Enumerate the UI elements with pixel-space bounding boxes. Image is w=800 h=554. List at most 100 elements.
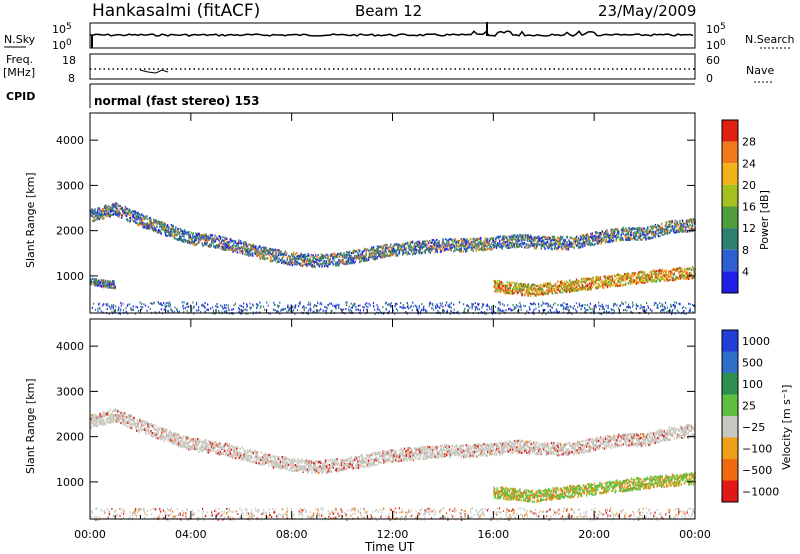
echo-cell — [342, 260, 345, 263]
echo-cell — [206, 241, 208, 244]
echo-cell — [317, 309, 319, 312]
echo-cell — [642, 280, 644, 283]
echo-cell — [186, 305, 188, 308]
echo-cell — [586, 309, 588, 312]
echo-cell — [418, 250, 420, 253]
echo-cell — [577, 246, 580, 249]
echo-cell — [565, 248, 568, 251]
echo-cell — [522, 234, 524, 237]
echo-cell — [538, 288, 541, 291]
echo-cell — [524, 238, 526, 241]
echo-cell — [532, 289, 534, 292]
echo-cell — [308, 261, 311, 264]
echo-cell — [560, 283, 563, 286]
echo-cell — [249, 302, 251, 305]
echo-cell — [579, 288, 582, 291]
echo-cell — [523, 283, 525, 286]
echo-cell — [94, 213, 96, 216]
echo-cell — [225, 246, 227, 249]
echo-cell — [354, 302, 356, 305]
echo-cell — [508, 307, 510, 310]
echo-cell — [183, 311, 185, 314]
echo-cell — [434, 241, 436, 245]
echo-cell — [325, 264, 328, 268]
echo-cell — [646, 302, 648, 304]
echo-cell — [425, 246, 428, 249]
echo-cell — [137, 224, 140, 227]
echo-cell — [417, 242, 420, 245]
echo-cell — [106, 282, 108, 285]
echo-cell — [228, 248, 230, 251]
echo-cell — [616, 284, 619, 287]
echo-cell — [260, 256, 262, 260]
echo-cell — [408, 246, 410, 249]
echo-cell — [387, 303, 390, 306]
echo-cell — [369, 304, 371, 307]
echo-cell — [96, 212, 98, 215]
echo-cell — [112, 207, 114, 210]
echo-cell — [334, 304, 336, 307]
echo-cell — [616, 227, 619, 231]
echo-cell — [416, 309, 418, 312]
echo-cell — [518, 239, 520, 242]
power-echoes — [90, 202, 696, 315]
echo-cell — [503, 235, 505, 238]
echo-cell — [674, 220, 677, 223]
echo-cell — [238, 241, 241, 244]
echo-cell — [678, 303, 680, 305]
echo-cell — [631, 228, 633, 231]
echo-cell — [318, 264, 320, 267]
echo-cell — [373, 305, 375, 308]
echo-cell — [99, 307, 101, 310]
echo-cell — [472, 246, 474, 249]
echo-cell — [279, 301, 281, 304]
echo-cell — [325, 256, 327, 259]
echo-cell — [604, 236, 606, 239]
echo-cell — [423, 240, 425, 243]
echo-cell — [413, 249, 416, 252]
echo-cell — [595, 231, 597, 234]
echo-cell — [179, 227, 181, 230]
echo-cell — [130, 307, 132, 310]
echo-cell — [415, 249, 418, 252]
echo-cell — [348, 253, 350, 256]
echo-cell — [117, 306, 120, 309]
echo-cell — [150, 223, 152, 226]
echo-cell — [451, 246, 454, 249]
echo-cell — [109, 307, 111, 309]
echo-cell — [625, 273, 628, 276]
echo-cell — [671, 229, 673, 232]
echo-cell — [574, 284, 576, 287]
echo-cell — [513, 243, 515, 246]
echo-cell — [445, 242, 447, 246]
echo-cell — [675, 228, 677, 231]
echo-cell — [466, 248, 468, 251]
echo-cell — [224, 306, 226, 309]
echo-cell — [526, 285, 529, 288]
echo-cell — [614, 278, 616, 282]
echo-cell — [572, 287, 575, 290]
echo-cell — [601, 303, 603, 306]
echo-cell — [667, 230, 669, 233]
echo-cell — [595, 304, 597, 306]
echo-cell — [330, 302, 332, 305]
echo-cell — [656, 306, 658, 309]
echo-cell — [502, 239, 505, 242]
echo-cell — [504, 236, 506, 239]
echo-cell — [166, 226, 168, 229]
echo-cell — [585, 280, 587, 284]
echo-cell — [568, 239, 570, 242]
echo-cell — [184, 306, 186, 309]
echo-cell — [649, 230, 651, 233]
echo-cell — [245, 243, 248, 246]
echo-cell — [468, 239, 470, 242]
echo-cell — [338, 303, 340, 306]
echo-cell — [480, 310, 483, 313]
echo-cell — [519, 290, 521, 293]
echo-cell — [202, 304, 204, 307]
echo-cell — [440, 304, 442, 307]
echo-cell — [359, 309, 361, 312]
echo-cell — [564, 285, 566, 288]
echo-cell — [637, 238, 639, 241]
echo-cell — [517, 310, 519, 313]
